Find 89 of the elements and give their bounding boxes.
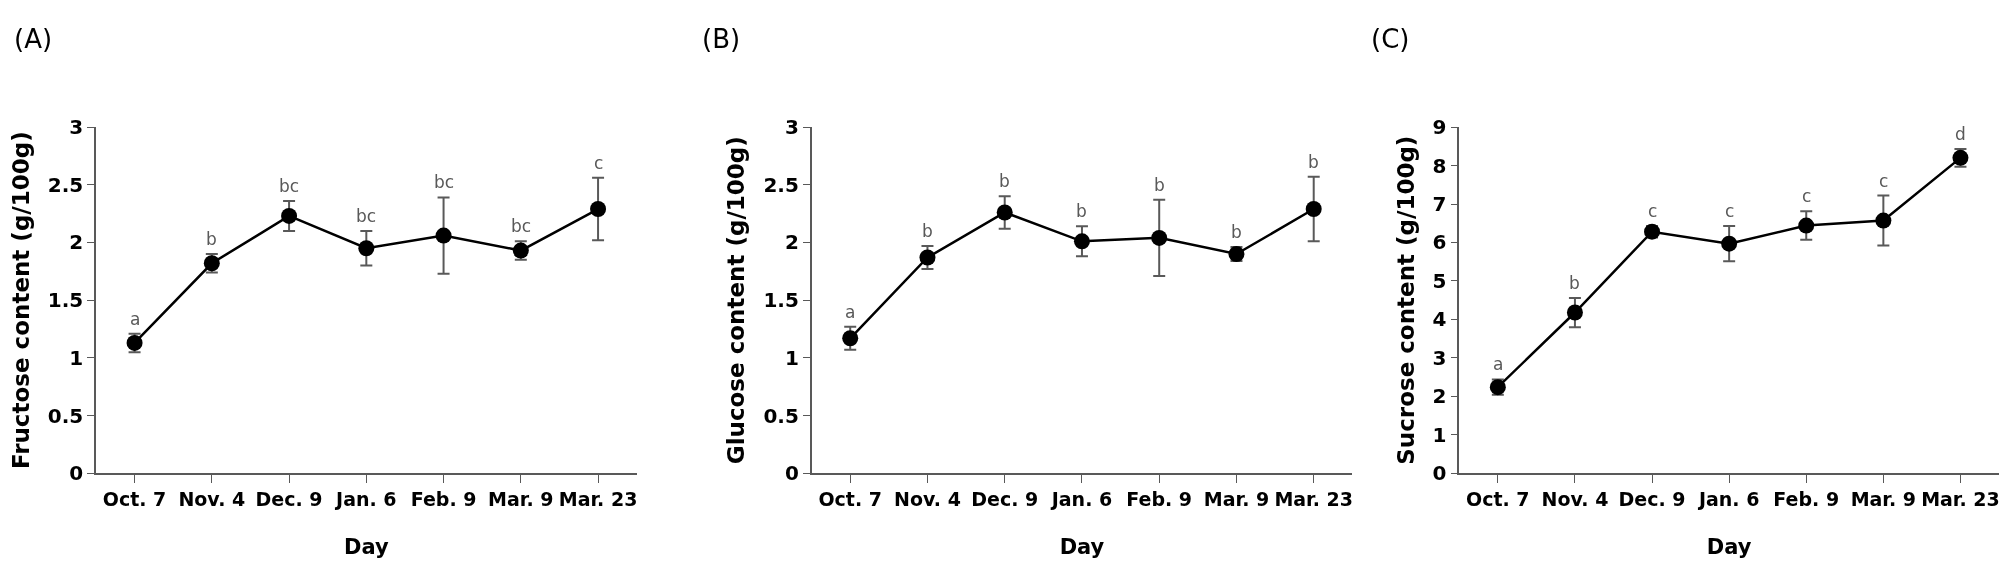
y-tick-label: 2 bbox=[1432, 384, 1447, 409]
y-tick-label: 6 bbox=[1432, 230, 1447, 255]
y-tick-label: 3 bbox=[784, 115, 799, 140]
annotation: c bbox=[1879, 171, 1889, 191]
point bbox=[1073, 233, 1090, 250]
x-axis-title: Day bbox=[1706, 534, 1752, 559]
chart-title: (A) bbox=[14, 24, 53, 54]
y-axis-title: Glucose content (g/100g) bbox=[723, 136, 750, 465]
y-axis-title: Sucrose content (g/100g) bbox=[1392, 135, 1419, 465]
point bbox=[358, 240, 375, 257]
annotation: b bbox=[999, 171, 1010, 191]
y-tick-label: 2.5 bbox=[763, 172, 799, 197]
annotation: bc bbox=[279, 176, 300, 196]
y-tick-label: 1 bbox=[1432, 422, 1447, 447]
x-tick-label: Feb. 9 bbox=[1126, 487, 1193, 510]
y-tick-label: 3 bbox=[69, 115, 84, 140]
point bbox=[1566, 304, 1583, 321]
y-tick-label: 9 bbox=[1432, 115, 1447, 140]
y-tick-label: 2.5 bbox=[47, 172, 84, 197]
x-tick-label: Jan. 6 bbox=[1049, 487, 1113, 510]
annotation: c bbox=[594, 153, 604, 173]
x-tick-label: Mar. 9 bbox=[1850, 487, 1917, 510]
x-axis-title: Day bbox=[343, 534, 389, 559]
x-tick-label: Nov. 4 bbox=[894, 487, 961, 510]
y-tick-label: 1 bbox=[784, 345, 799, 370]
annotation: c bbox=[1648, 201, 1658, 221]
x-tick-label: Dec. 9 bbox=[255, 487, 323, 510]
point bbox=[1151, 229, 1168, 246]
y-tick-label: 2 bbox=[69, 230, 84, 255]
annotation: b bbox=[1569, 273, 1580, 293]
annotation: a bbox=[1493, 354, 1504, 374]
x-tick-label: Nov. 4 bbox=[1541, 487, 1609, 510]
y-tick-label: 0.5 bbox=[47, 403, 84, 428]
y-tick-label: 1 bbox=[69, 345, 84, 370]
annotation: a bbox=[130, 309, 141, 329]
annotation: b bbox=[1076, 201, 1087, 221]
annotation: b bbox=[1231, 222, 1242, 242]
annotation: c bbox=[1802, 186, 1812, 206]
point bbox=[435, 227, 452, 244]
y-tick-label: 0 bbox=[1432, 461, 1447, 486]
annotation: bc bbox=[511, 216, 532, 236]
point bbox=[1721, 235, 1738, 252]
annotation: a bbox=[845, 302, 856, 322]
x-tick-label: Jan. 6 bbox=[1696, 487, 1760, 510]
y-tick-label: 0 bbox=[69, 461, 84, 486]
y-tick-label: 0 bbox=[784, 461, 799, 486]
annotation: b bbox=[922, 221, 933, 241]
y-tick-label: 4 bbox=[1432, 307, 1447, 332]
x-tick-label: Oct. 7 bbox=[102, 487, 167, 510]
annotation: bc bbox=[434, 172, 455, 192]
point bbox=[919, 249, 936, 266]
chart-title: (C) bbox=[1371, 24, 1410, 54]
annotation: d bbox=[1955, 124, 1966, 144]
x-tick-label: Mar. 23 bbox=[1921, 487, 2000, 510]
y-tick-label: 1.5 bbox=[47, 288, 84, 313]
point bbox=[281, 207, 298, 224]
x-tick-label: Mar. 23 bbox=[558, 487, 638, 510]
y-tick-label: 7 bbox=[1432, 192, 1447, 217]
point bbox=[1798, 217, 1815, 234]
point bbox=[842, 330, 859, 347]
y-tick-label: 5 bbox=[1432, 268, 1447, 293]
annotation: bc bbox=[356, 206, 377, 226]
point bbox=[1875, 212, 1892, 229]
y-tick-label: 8 bbox=[1432, 153, 1447, 178]
chart-title: (B) bbox=[702, 24, 741, 54]
y-tick-label: 3 bbox=[1432, 345, 1447, 370]
x-tick-label: Nov. 4 bbox=[178, 487, 246, 510]
x-tick-label: Feb. 9 bbox=[410, 487, 477, 510]
x-tick-label: Mar. 9 bbox=[488, 487, 554, 510]
x-tick-label: Feb. 9 bbox=[1773, 487, 1840, 510]
x-tick-label: Oct. 7 bbox=[818, 487, 882, 510]
point bbox=[1305, 201, 1322, 218]
x-tick-label: Dec. 9 bbox=[971, 487, 1039, 510]
point bbox=[996, 204, 1013, 221]
x-tick-label: Dec. 9 bbox=[1618, 487, 1686, 510]
x-tick-label: Jan. 6 bbox=[334, 487, 397, 510]
y-tick-label: 0.5 bbox=[763, 403, 799, 428]
x-tick-label: Mar. 23 bbox=[1274, 487, 1354, 510]
annotation: b bbox=[1308, 152, 1319, 172]
annotation: b bbox=[206, 229, 217, 249]
x-axis-title: Day bbox=[1059, 534, 1105, 559]
point bbox=[590, 201, 607, 218]
x-tick-label: Mar. 9 bbox=[1203, 487, 1270, 510]
y-tick-label: 1.5 bbox=[763, 288, 799, 313]
annotation: b bbox=[1154, 175, 1165, 195]
y-axis-title: Fructose content (g/100g) bbox=[7, 131, 34, 470]
x-tick-label: Oct. 7 bbox=[1466, 487, 1530, 510]
annotation: c bbox=[1725, 201, 1735, 221]
y-tick-label: 2 bbox=[784, 230, 799, 255]
